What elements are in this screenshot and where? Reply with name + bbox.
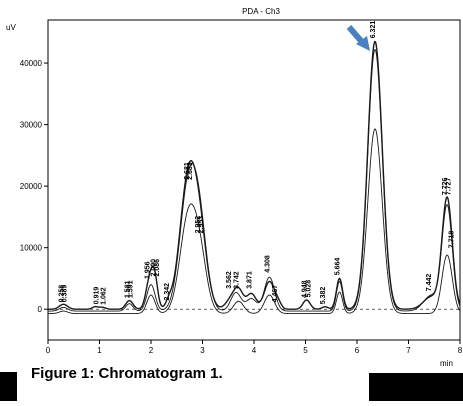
peak-label: 3.742 — [234, 271, 241, 289]
peak-label: 1.591 — [128, 280, 135, 298]
x-tick-label: 3 — [200, 346, 205, 355]
peak-label: 2.952 — [195, 216, 202, 234]
x-tick-label: 2 — [149, 346, 154, 355]
peak-label: 2.953 — [198, 216, 205, 234]
chart-title: PDA - Ch3 — [242, 7, 280, 16]
chromatogram-trace-1 — [47, 40, 461, 310]
x-tick-label: 6 — [355, 346, 360, 355]
peak-label: 1.062 — [101, 287, 108, 305]
x-tick-label: 8 — [458, 346, 463, 355]
peak-label: 1.581 — [124, 280, 131, 298]
black-box-right — [369, 373, 463, 401]
peak-label: 2.086 — [154, 259, 161, 277]
chromatogram-trace-2 — [48, 49, 461, 312]
peak-label: 4.467 — [272, 285, 279, 303]
peak-label: 3.871 — [246, 271, 253, 289]
peak-label: 0.919 — [93, 287, 100, 305]
peak-label: 5.382 — [320, 287, 327, 305]
x-tick-label: 1 — [97, 346, 102, 355]
peak-label: 0.258 — [59, 285, 66, 303]
y-tick-label: 0 — [38, 305, 43, 314]
chromatogram-trace-3 — [48, 128, 461, 314]
peak-label: 3.562 — [226, 271, 233, 289]
plot-frame — [47, 19, 461, 341]
chromatogram-traces — [47, 40, 461, 314]
y-tick-label: 20000 — [20, 182, 43, 191]
peak-label: 2.090 — [151, 259, 158, 277]
peak-label: 7.727 — [446, 178, 453, 196]
x-tick-label: 5 — [303, 346, 308, 355]
peak-label: 5.664 — [335, 258, 342, 276]
peak-label: 2.342 — [164, 283, 171, 301]
peak-label: 7.726 — [442, 178, 449, 196]
x-axis-label: min — [440, 359, 453, 368]
peak-label: 4.948 — [302, 280, 309, 298]
peak-label: 2.681 — [184, 162, 191, 180]
peak-label: 7.718 — [449, 231, 456, 249]
figure-caption: Figure 1: Chromatogram 1. — [31, 365, 223, 382]
peak-label: 6.321 — [370, 21, 377, 39]
x-tick-label: 0 — [46, 346, 51, 355]
peak-label: 7.442 — [426, 274, 433, 292]
y-axis-label: uV — [6, 23, 16, 32]
x-tick-label: 7 — [406, 346, 411, 355]
black-box-left — [0, 372, 17, 401]
y-tick-label: 10000 — [20, 244, 43, 253]
y-tick-label: 30000 — [20, 121, 43, 130]
peak-label: 1.956 — [145, 261, 152, 279]
peak-label: 2.683 — [187, 162, 194, 180]
arrow-icon — [346, 25, 370, 51]
x-tick-label: 4 — [252, 346, 257, 355]
peak-label: 5.028 — [306, 280, 313, 298]
peak-label: 4.308 — [264, 255, 271, 273]
peak-label: 0.389 — [62, 285, 69, 303]
y-tick-label: 40000 — [20, 59, 43, 68]
